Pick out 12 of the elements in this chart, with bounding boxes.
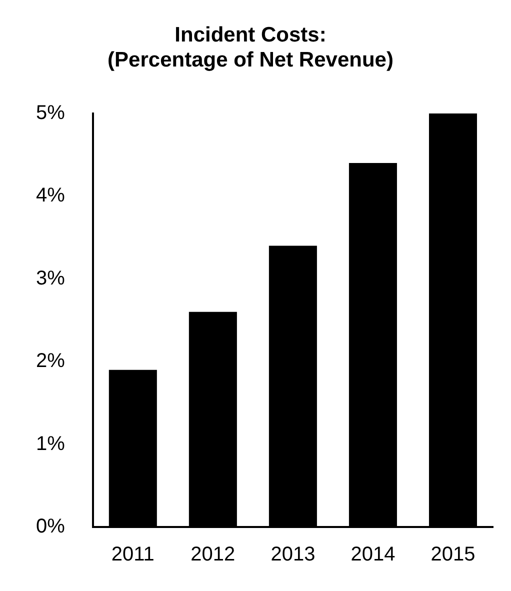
chart-title: Incident Costs: (Percentage of Net Revenue)	[108, 23, 394, 72]
x-tick-label: 2014	[350, 544, 396, 566]
x-tick-label: 2011	[111, 544, 154, 566]
y-tick-label: 4%	[36, 184, 66, 207]
y-tick-label: 0%	[36, 516, 66, 538]
x-tick-label: 2012	[190, 544, 236, 566]
y-tick-label: 5%	[36, 102, 66, 124]
y-tick-label: 3%	[36, 267, 66, 290]
x-tick-label: 2015	[430, 544, 476, 566]
x-tick-label: 2013	[270, 544, 316, 566]
y-tick-label: 2%	[36, 350, 66, 372]
y-tick-label: 1%	[36, 432, 66, 455]
